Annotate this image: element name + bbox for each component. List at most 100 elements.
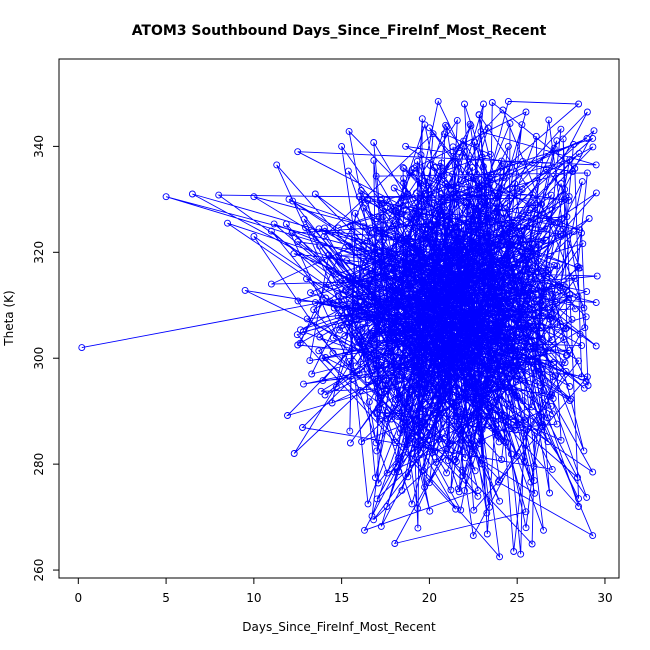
data-point: [370, 139, 378, 146]
data-point: [514, 262, 521, 270]
data-point: [475, 202, 483, 210]
data-point: [308, 370, 316, 378]
data-point: [443, 469, 451, 477]
data-point: [367, 337, 375, 345]
data-point: [461, 487, 468, 495]
data-point: [380, 199, 388, 207]
data-point: [540, 526, 547, 534]
data-point: [400, 406, 408, 414]
data-point: [418, 256, 426, 263]
data-point: [474, 380, 482, 387]
data-point: [529, 345, 537, 353]
data-point: [462, 454, 469, 462]
data-point: [336, 326, 344, 334]
data-point: [416, 315, 424, 322]
data-point: [445, 256, 453, 264]
data-point: [358, 438, 366, 446]
data-point: [414, 402, 422, 410]
data-point: [391, 294, 398, 302]
data-point: [560, 230, 568, 238]
data-point: [481, 237, 489, 244]
data-point: [440, 167, 448, 175]
data-point: [426, 302, 434, 310]
data-point: [440, 130, 448, 138]
data-point: [392, 396, 399, 404]
data-point: [413, 162, 421, 170]
data-point: [434, 270, 442, 277]
data-point: [493, 367, 500, 375]
data-point: [421, 414, 429, 422]
data-point: [375, 213, 383, 221]
data-point: [383, 415, 391, 423]
data-point: [542, 293, 550, 301]
x-tick-label: 0: [74, 591, 82, 605]
data-point: [455, 488, 463, 496]
data-point: [425, 386, 433, 394]
data-point: [477, 128, 485, 136]
data-point: [379, 213, 387, 221]
data-point: [458, 271, 466, 279]
data-point: [452, 505, 460, 513]
data-point: [338, 142, 346, 150]
data-point: [502, 438, 509, 446]
data-point: [432, 239, 440, 247]
data-point: [515, 287, 523, 295]
data-point: [460, 282, 468, 290]
y-tick-label: 280: [32, 453, 46, 476]
data-point: [494, 478, 502, 486]
data-point: [371, 341, 379, 349]
data-point: [504, 97, 512, 105]
data-point: [566, 346, 574, 354]
data-point: [422, 301, 430, 309]
data-point: [415, 247, 423, 254]
data-point: [528, 199, 535, 207]
data-point: [444, 438, 452, 446]
data-point: [498, 157, 505, 165]
data-point: [370, 245, 378, 253]
data-point: [580, 447, 588, 455]
data-point: [424, 350, 432, 358]
data-point: [470, 506, 478, 514]
data-point: [487, 244, 495, 252]
data-point: [488, 99, 496, 106]
data-point: [530, 477, 538, 485]
data-point: [520, 241, 528, 249]
data-point: [574, 293, 582, 301]
y-axis: 260 280 300 320 340: [32, 135, 60, 582]
data-point: [463, 235, 470, 243]
data-point: [404, 260, 411, 268]
data-point: [466, 320, 474, 327]
data-point: [371, 364, 379, 372]
data-point: [426, 432, 434, 440]
data-point: [562, 352, 570, 359]
data-point: [346, 427, 354, 435]
data-point: [385, 283, 393, 291]
data-point: [479, 300, 487, 308]
data-point: [574, 474, 581, 481]
data-point: [444, 230, 452, 238]
y-tick-label: 260: [32, 559, 46, 582]
data-point: [425, 124, 433, 132]
data-point: [359, 223, 367, 231]
data-point: [519, 157, 527, 165]
data-point: [400, 179, 408, 187]
data-point: [303, 275, 310, 283]
data-point: [417, 365, 425, 373]
data-point: [448, 248, 456, 255]
data-point: [431, 330, 439, 338]
data-point: [565, 196, 573, 204]
data-point: [446, 266, 454, 274]
data-point: [436, 315, 444, 323]
data-point: [388, 415, 395, 423]
data-point: [362, 275, 370, 283]
data-point: [478, 247, 486, 255]
series-line: [81, 100, 598, 559]
data-point: [386, 343, 393, 350]
data-point: [484, 198, 492, 206]
data-point: [418, 115, 426, 123]
data-point: [499, 106, 507, 114]
data-point: [517, 423, 524, 431]
data-point: [364, 282, 372, 289]
data-point: [566, 156, 574, 164]
